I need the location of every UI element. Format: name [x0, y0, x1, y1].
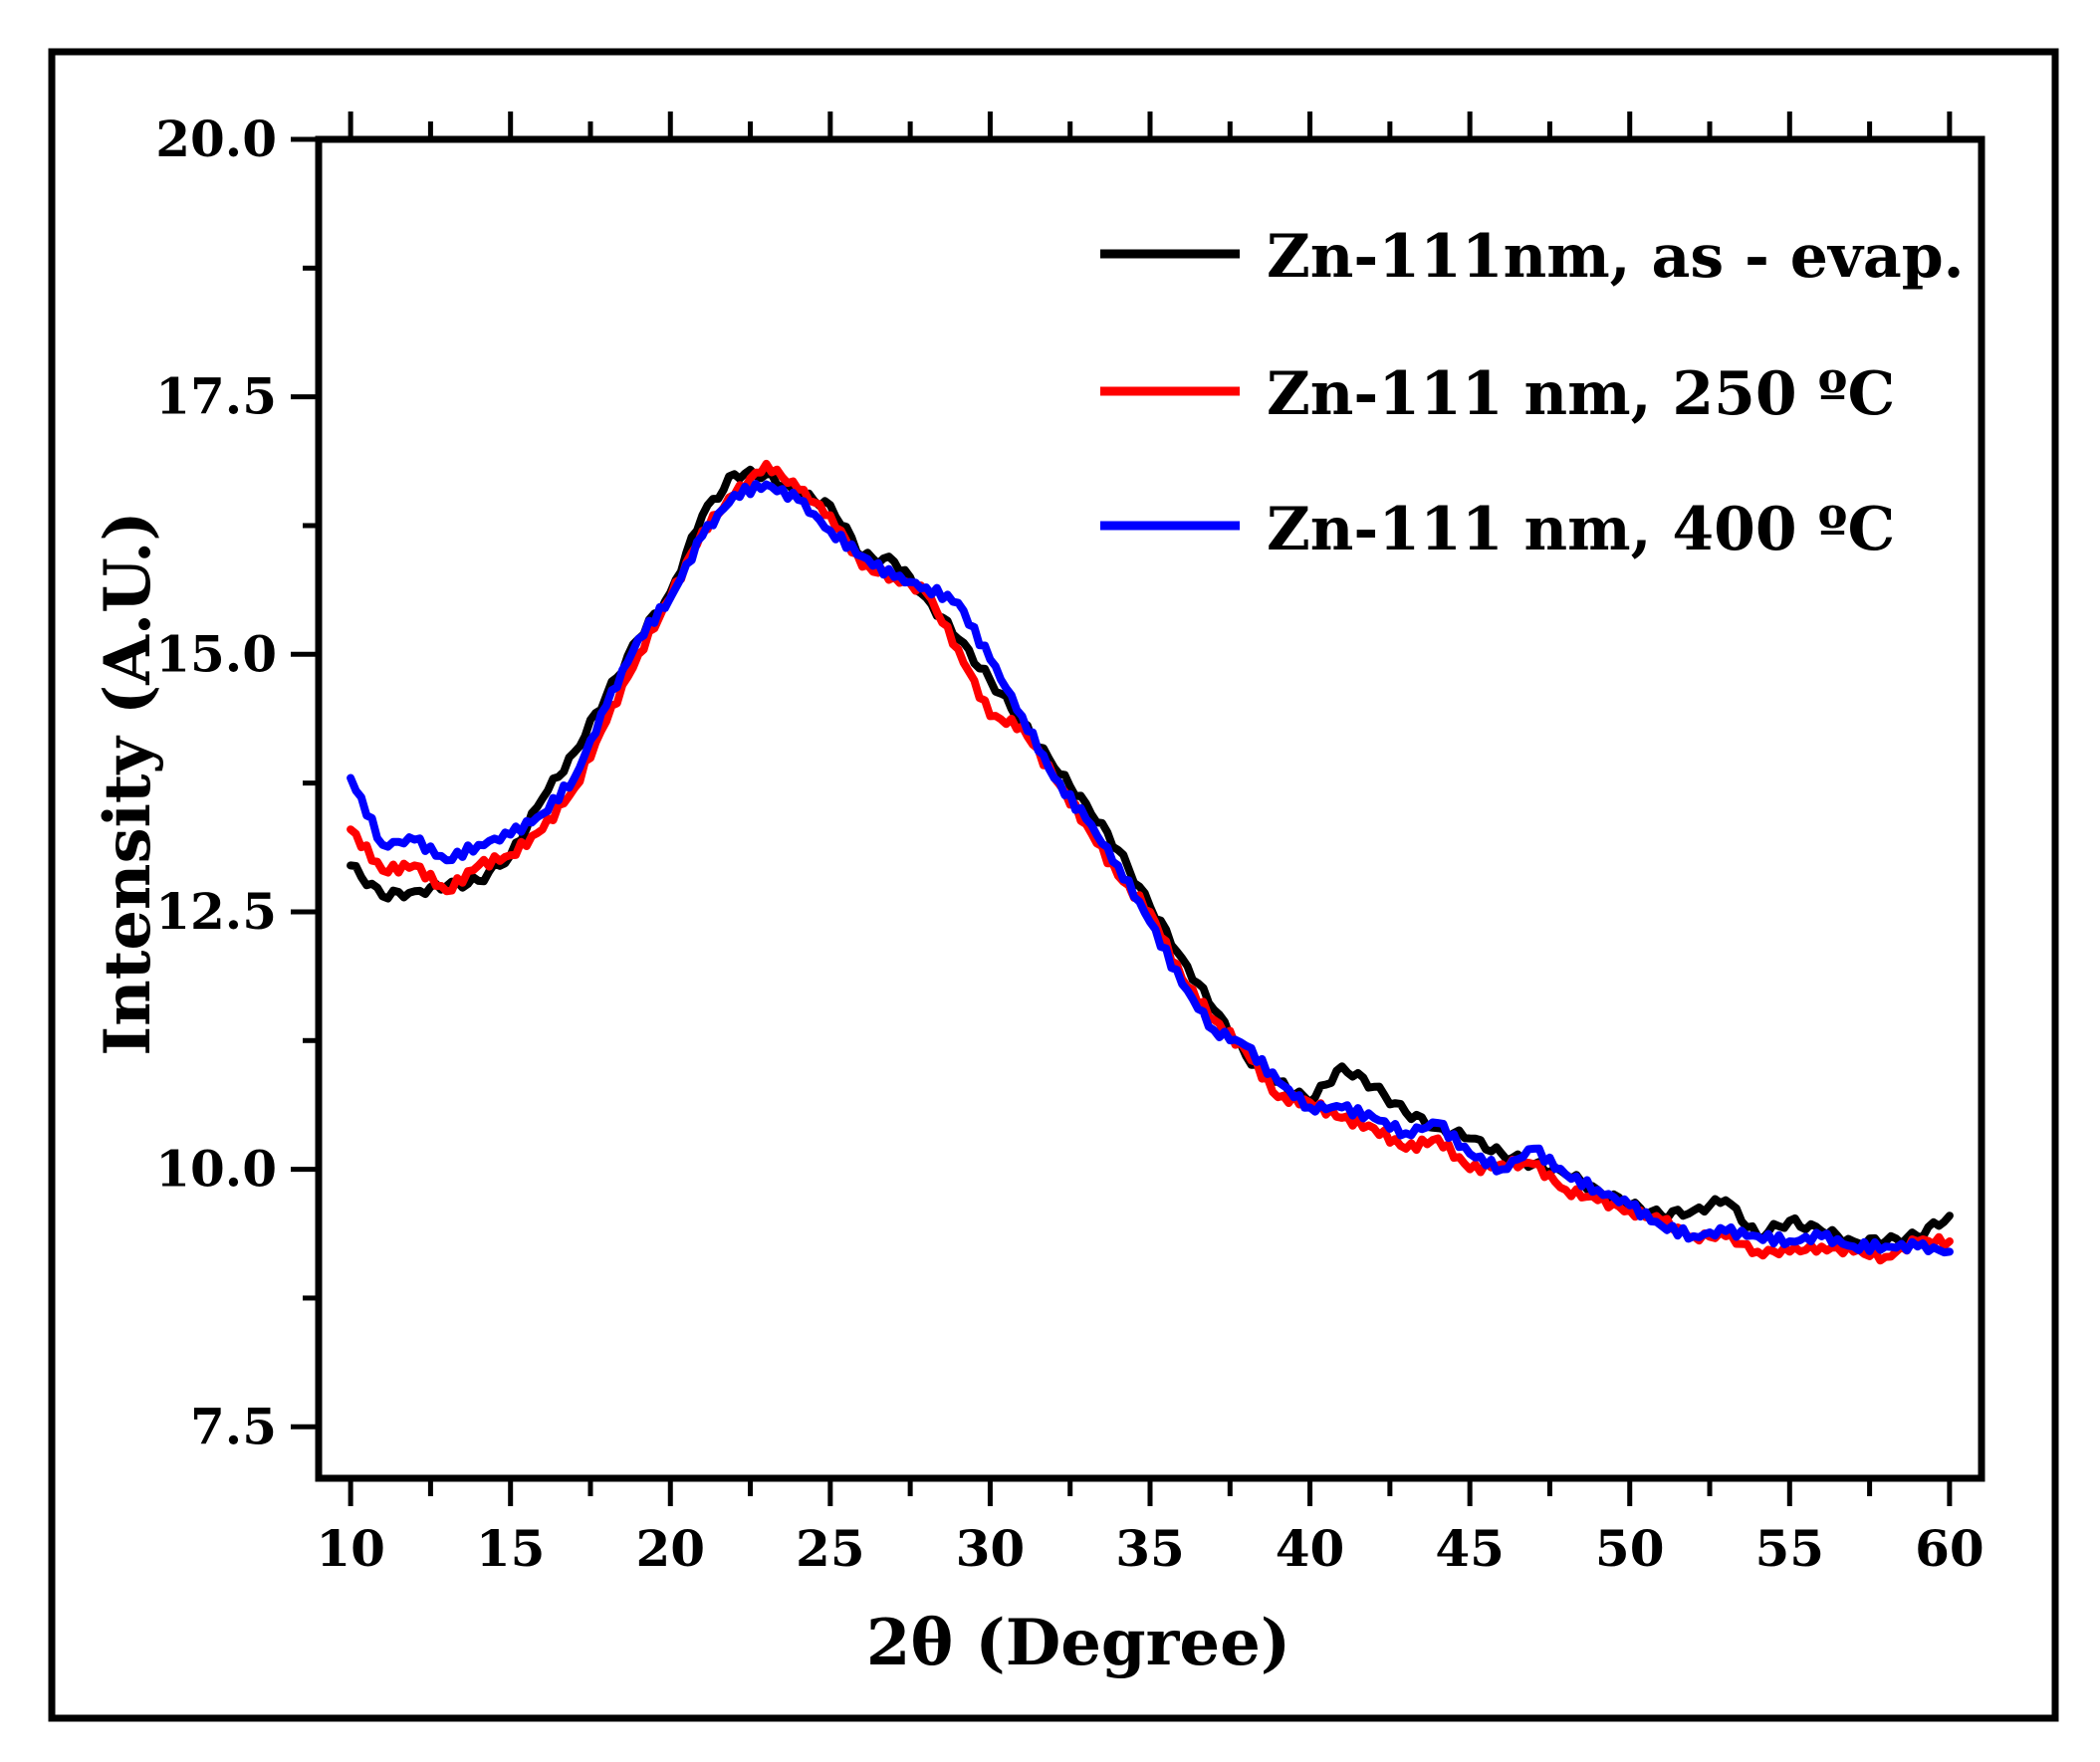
- legend-label-250c: Zn-111 nm, 250 ºC: [1267, 359, 1895, 429]
- y-tick-label: 10.0: [155, 1140, 277, 1199]
- x-axis: 10 15 20 25 30 35 40 45 50 55 60: [316, 111, 1984, 1578]
- x-tick-label: 15: [476, 1519, 546, 1578]
- x-tick-label: 45: [1435, 1519, 1505, 1578]
- series-line-2: [347, 480, 1954, 1257]
- x-tick-label: 50: [1595, 1519, 1665, 1578]
- y-tick-label: 12.5: [155, 882, 277, 941]
- x-tick-label: 10: [316, 1519, 385, 1578]
- x-tick-label: 40: [1276, 1519, 1345, 1578]
- x-tick-label: 35: [1115, 1519, 1185, 1578]
- y-tick-label: 17.5: [155, 367, 277, 426]
- legend: Zn-111nm, as - evap. Zn-111 nm, 250 ºC Z…: [1100, 222, 1965, 564]
- y-tick-label: 7.5: [190, 1397, 277, 1455]
- x-tick-label: 25: [796, 1519, 865, 1578]
- y-axis: 7.5 10.0 12.5 15.0 17.5 20.0: [155, 110, 319, 1455]
- x-tick-label: 55: [1755, 1519, 1825, 1578]
- x-axis-title: 2θ (Degree): [866, 1606, 1290, 1680]
- legend-label-400c: Zn-111 nm, 400 ºC: [1267, 495, 1895, 564]
- legend-label-as-evap: Zn-111nm, as - evap.: [1267, 222, 1965, 292]
- y-tick-label: 15.0: [155, 624, 277, 683]
- outer-frame: [48, 48, 2059, 1722]
- y-tick-label: 20.0: [155, 110, 277, 168]
- x-tick-label: 60: [1915, 1519, 1984, 1578]
- x-tick-label: 20: [635, 1519, 705, 1578]
- y-axis-title: Intensity (A.U.): [91, 511, 165, 1055]
- x-tick-label: 30: [956, 1519, 1026, 1578]
- series-layer: [347, 459, 1954, 1265]
